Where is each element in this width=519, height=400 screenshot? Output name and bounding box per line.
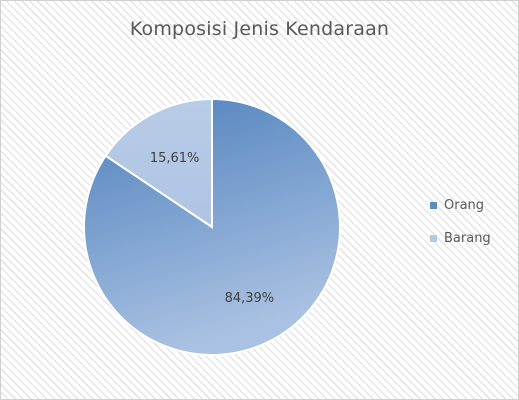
legend: Orang Barang bbox=[430, 196, 491, 262]
pie-slice-barang bbox=[104, 97, 213, 229]
legend-label-barang: Barang bbox=[444, 230, 491, 246]
pie-slice-orang bbox=[83, 97, 341, 356]
legend-swatch-barang bbox=[430, 234, 437, 242]
legend-label-orang: Orang bbox=[444, 197, 485, 213]
data-label-barang: 15,61% bbox=[150, 151, 200, 166]
data-label-orang: 84,39% bbox=[225, 291, 275, 306]
legend-item-barang: Barang bbox=[430, 229, 491, 247]
legend-item-orang: Orang bbox=[430, 196, 491, 214]
legend-swatch-orang bbox=[430, 201, 437, 209]
chart-title: Komposisi Jenis Kendaraan bbox=[129, 18, 390, 40]
